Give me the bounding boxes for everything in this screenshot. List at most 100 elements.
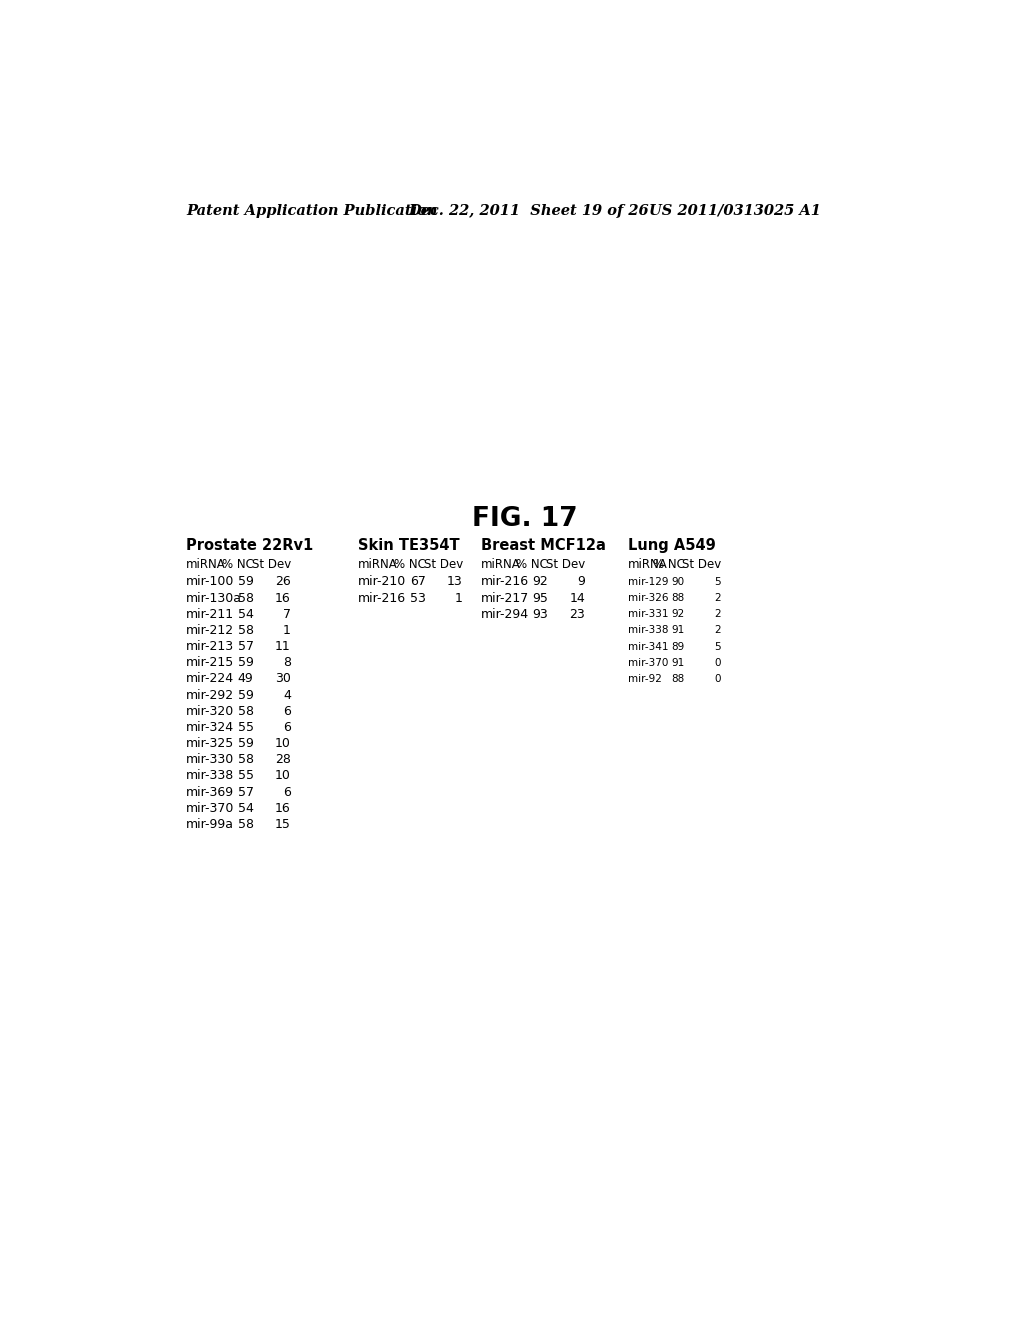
Text: mir-92: mir-92: [628, 675, 662, 684]
Text: 67: 67: [410, 576, 426, 589]
Text: 53: 53: [410, 591, 426, 605]
Text: 30: 30: [274, 672, 291, 685]
Text: % NC: % NC: [652, 557, 684, 570]
Text: mir-325: mir-325: [186, 737, 234, 750]
Text: FIG. 17: FIG. 17: [472, 506, 578, 532]
Text: 58: 58: [238, 818, 254, 832]
Text: 54: 54: [238, 607, 254, 620]
Text: mir-215: mir-215: [186, 656, 234, 669]
Text: 28: 28: [274, 754, 291, 767]
Text: mir-324: mir-324: [186, 721, 234, 734]
Text: St Dev: St Dev: [682, 557, 721, 570]
Text: mir-210: mir-210: [358, 576, 407, 589]
Text: mir-99a: mir-99a: [186, 818, 234, 832]
Text: mir-338: mir-338: [628, 626, 669, 635]
Text: 54: 54: [238, 801, 254, 814]
Text: 11: 11: [275, 640, 291, 653]
Text: mir-212: mir-212: [186, 624, 234, 638]
Text: Skin TE354T: Skin TE354T: [358, 539, 460, 553]
Text: 88: 88: [671, 593, 684, 603]
Text: 16: 16: [275, 801, 291, 814]
Text: 57: 57: [238, 640, 254, 653]
Text: Lung A549: Lung A549: [628, 539, 716, 553]
Text: US 2011/0313025 A1: US 2011/0313025 A1: [649, 203, 820, 218]
Text: mir-224: mir-224: [186, 672, 234, 685]
Text: 4: 4: [283, 689, 291, 702]
Text: 91: 91: [671, 626, 684, 635]
Text: 8: 8: [283, 656, 291, 669]
Text: 14: 14: [569, 591, 586, 605]
Text: miRNA: miRNA: [186, 557, 226, 570]
Text: 2: 2: [715, 626, 721, 635]
Text: 90: 90: [672, 577, 684, 587]
Text: mir-217: mir-217: [480, 591, 528, 605]
Text: 6: 6: [283, 705, 291, 718]
Text: Dec. 22, 2011  Sheet 19 of 26: Dec. 22, 2011 Sheet 19 of 26: [409, 203, 649, 218]
Text: Breast MCF12a: Breast MCF12a: [480, 539, 605, 553]
Text: 89: 89: [671, 642, 684, 652]
Text: 93: 93: [532, 607, 548, 620]
Text: 6: 6: [283, 785, 291, 799]
Text: 15: 15: [274, 818, 291, 832]
Text: St Dev: St Dev: [546, 557, 586, 570]
Text: 55: 55: [238, 721, 254, 734]
Text: 59: 59: [238, 576, 254, 589]
Text: mir-369: mir-369: [186, 785, 234, 799]
Text: 2: 2: [715, 593, 721, 603]
Text: miRNA: miRNA: [628, 557, 668, 570]
Text: mir-320: mir-320: [186, 705, 234, 718]
Text: mir-370: mir-370: [186, 801, 234, 814]
Text: 57: 57: [238, 785, 254, 799]
Text: mir-330: mir-330: [186, 754, 234, 767]
Text: 13: 13: [447, 576, 463, 589]
Text: % NC: % NC: [516, 557, 548, 570]
Text: 26: 26: [275, 576, 291, 589]
Text: 58: 58: [238, 624, 254, 638]
Text: 58: 58: [238, 591, 254, 605]
Text: mir-370: mir-370: [628, 657, 669, 668]
Text: St Dev: St Dev: [424, 557, 463, 570]
Text: 95: 95: [532, 591, 548, 605]
Text: 92: 92: [671, 610, 684, 619]
Text: Patent Application Publication: Patent Application Publication: [186, 203, 437, 218]
Text: 91: 91: [671, 657, 684, 668]
Text: 58: 58: [238, 705, 254, 718]
Text: mir-129: mir-129: [628, 577, 669, 587]
Text: 59: 59: [238, 656, 254, 669]
Text: % NC: % NC: [221, 557, 254, 570]
Text: St Dev: St Dev: [252, 557, 291, 570]
Text: mir-100: mir-100: [186, 576, 234, 589]
Text: mir-130a: mir-130a: [186, 591, 242, 605]
Text: 5: 5: [715, 577, 721, 587]
Text: miRNA: miRNA: [480, 557, 520, 570]
Text: 7: 7: [283, 607, 291, 620]
Text: 88: 88: [671, 675, 684, 684]
Text: 23: 23: [569, 607, 586, 620]
Text: 59: 59: [238, 737, 254, 750]
Text: 49: 49: [238, 672, 254, 685]
Text: 55: 55: [238, 770, 254, 783]
Text: mir-211: mir-211: [186, 607, 234, 620]
Text: % NC: % NC: [393, 557, 426, 570]
Text: 59: 59: [238, 689, 254, 702]
Text: 10: 10: [274, 770, 291, 783]
Text: miRNA: miRNA: [358, 557, 398, 570]
Text: 16: 16: [275, 591, 291, 605]
Text: mir-213: mir-213: [186, 640, 234, 653]
Text: mir-292: mir-292: [186, 689, 234, 702]
Text: mir-294: mir-294: [480, 607, 528, 620]
Text: Prostate 22Rv1: Prostate 22Rv1: [186, 539, 313, 553]
Text: mir-338: mir-338: [186, 770, 234, 783]
Text: 10: 10: [274, 737, 291, 750]
Text: mir-216: mir-216: [358, 591, 407, 605]
Text: 1: 1: [283, 624, 291, 638]
Text: 0: 0: [715, 675, 721, 684]
Text: 92: 92: [532, 576, 548, 589]
Text: mir-331: mir-331: [628, 610, 669, 619]
Text: 9: 9: [578, 576, 586, 589]
Text: 5: 5: [715, 642, 721, 652]
Text: 2: 2: [715, 610, 721, 619]
Text: 1: 1: [455, 591, 463, 605]
Text: 6: 6: [283, 721, 291, 734]
Text: mir-326: mir-326: [628, 593, 669, 603]
